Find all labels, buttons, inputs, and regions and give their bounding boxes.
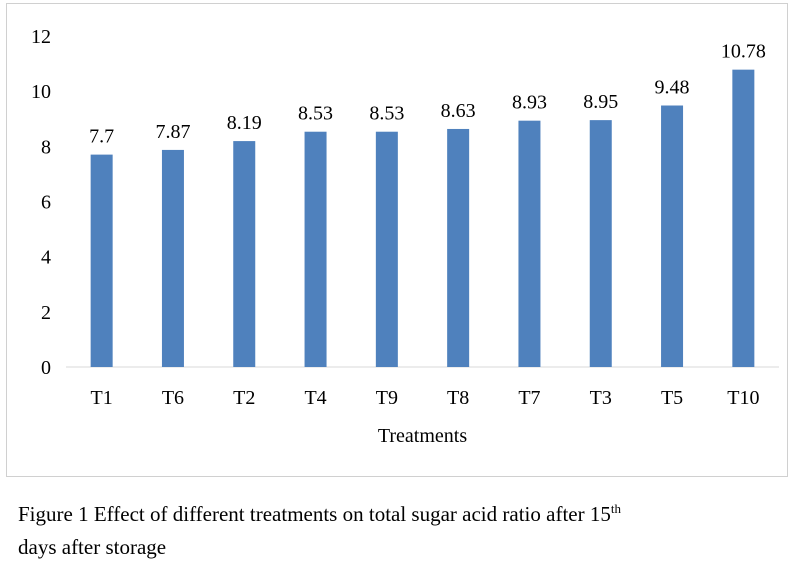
data-label: 8.53 xyxy=(369,103,404,125)
y-tick-label: 8 xyxy=(41,136,51,158)
x-tick-label: T4 xyxy=(304,387,326,409)
x-tick-label: T6 xyxy=(162,387,184,409)
x-axis-title: Treatments xyxy=(378,425,467,447)
x-tick-label: T3 xyxy=(590,387,612,409)
y-tick-label: 4 xyxy=(41,247,51,269)
bar xyxy=(375,131,398,367)
data-label: 8.95 xyxy=(583,91,618,113)
y-tick-label: 10 xyxy=(31,81,51,103)
x-tick-label: T1 xyxy=(91,387,113,409)
data-label: 7.7 xyxy=(89,126,114,148)
bar xyxy=(661,105,684,367)
x-tick-label: T2 xyxy=(233,387,255,409)
x-tick-label: T9 xyxy=(376,387,398,409)
x-tick-label: T7 xyxy=(518,387,540,409)
caption-main: Figure 1 Effect of different treatments … xyxy=(18,502,611,526)
bar xyxy=(90,154,113,367)
y-tick-label: 2 xyxy=(41,302,51,324)
x-tick-label: T8 xyxy=(447,387,469,409)
data-label: 8.63 xyxy=(441,100,476,122)
bar xyxy=(304,131,327,367)
data-label: 8.93 xyxy=(512,92,547,114)
y-tick-label: 12 xyxy=(31,26,51,48)
bar-chart: 0 2 4 6 8 10 12 7.7 T1 7.87 T6 8.19 T2 8.53 T4 8.53 T9 8.… xyxy=(31,26,779,447)
bar xyxy=(589,120,612,367)
y-tick-label: 0 xyxy=(41,357,51,379)
figure-caption: Figure 1 Effect of different treatments … xyxy=(18,498,788,564)
data-label: 8.53 xyxy=(298,103,333,125)
data-label: 10.78 xyxy=(721,41,766,63)
bar xyxy=(233,141,256,367)
bar xyxy=(518,120,541,367)
bar xyxy=(732,69,755,367)
y-tick-label: 6 xyxy=(41,192,51,214)
caption-superscript: th xyxy=(610,501,621,516)
x-tick-label: T5 xyxy=(661,387,683,409)
bar xyxy=(161,149,184,367)
bar xyxy=(447,128,470,367)
data-label: 9.48 xyxy=(655,77,690,99)
data-label: 7.87 xyxy=(155,121,190,143)
caption-line2: days after storage xyxy=(18,535,167,559)
chart-frame: 0 2 4 6 8 10 12 7.7 T1 7.87 T6 8.19 T2 8.53 T4 8.53 T9 8.… xyxy=(6,3,788,477)
x-tick-label: T10 xyxy=(727,387,759,409)
data-label: 8.19 xyxy=(227,112,262,134)
